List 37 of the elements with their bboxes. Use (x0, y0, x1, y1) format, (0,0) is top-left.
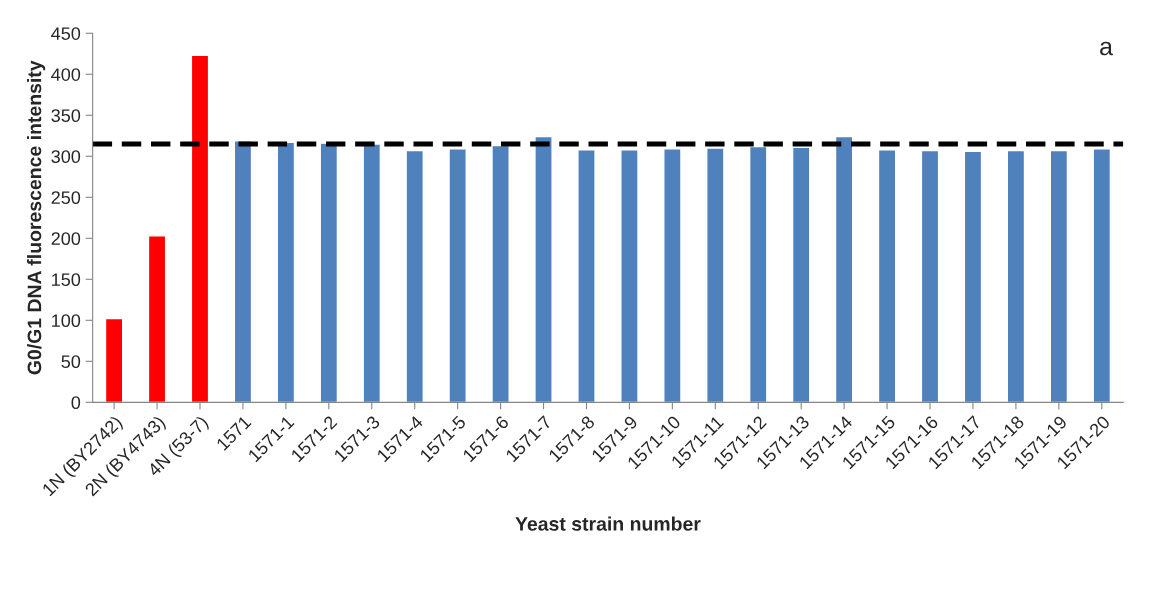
y-tick-label: 100 (52, 314, 81, 328)
y-tick-label: 200 (51, 232, 81, 246)
bar (147, 235, 167, 403)
bar (1092, 148, 1112, 403)
bar (276, 141, 296, 403)
y-tick-label: 350 (51, 109, 81, 123)
bar (405, 149, 424, 403)
annotation: a (1100, 41, 1113, 56)
y-tick-label: 450 (51, 27, 81, 40)
bar (362, 143, 382, 403)
y-tick-label: 0 (71, 396, 81, 410)
bar (534, 135, 553, 403)
y-tick-label: 150 (52, 273, 81, 287)
bar (319, 142, 339, 403)
bar (963, 150, 983, 403)
bar (791, 146, 811, 403)
y-tick-label: 250 (51, 191, 81, 205)
bar (1049, 149, 1069, 403)
bar (577, 149, 596, 403)
bar (104, 317, 124, 403)
bar (748, 145, 768, 403)
y-axis-title: G0/G1 DNA fluorescence intensity (27, 60, 46, 375)
bar (706, 147, 725, 403)
bar (233, 140, 253, 403)
bar (491, 144, 510, 403)
bar (448, 148, 467, 403)
bar (190, 54, 210, 403)
bar (1006, 149, 1026, 403)
x-axis-title: Yeast strain number (515, 516, 701, 531)
bar (834, 135, 854, 403)
bar (877, 149, 897, 403)
bar (663, 148, 682, 403)
y-tick-label: 400 (51, 68, 81, 81)
bar (620, 149, 639, 403)
y-tick-label: 300 (51, 150, 81, 164)
bar (920, 149, 940, 403)
y-tick-label: 50 (61, 355, 81, 369)
